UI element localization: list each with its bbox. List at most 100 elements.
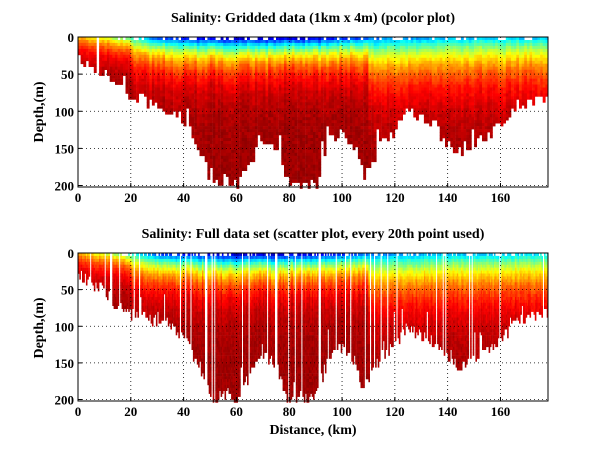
heatmap-cell [431, 60, 435, 65]
heatmap-cell [323, 111, 327, 115]
heatmap-cell [368, 42, 372, 47]
heatmap-cell [236, 117, 240, 121]
heatmap-cell [381, 40, 385, 44]
heatmap-cell [386, 135, 390, 139]
heatmap-cell [297, 179, 301, 183]
heatmap-cell [442, 96, 446, 100]
heatmap-cell [450, 99, 454, 103]
heatmap-cell [289, 126, 293, 130]
heatmap-cell [247, 90, 250, 94]
heatmap-cell [352, 102, 356, 106]
heatmap-cell [363, 45, 367, 50]
heatmap-cell [342, 78, 345, 82]
heatmap-cell [479, 42, 483, 47]
heatmap-cell [363, 105, 367, 109]
heatmap-cell [397, 99, 401, 103]
heatmap-cell [474, 111, 477, 115]
heatmap-cell [416, 93, 419, 97]
heatmap-cell [167, 51, 171, 56]
heatmap-cell [252, 129, 256, 133]
heatmap-cell [323, 146, 327, 151]
heatmap-cell [223, 69, 227, 73]
heatmap-cell [379, 111, 382, 115]
heatmap-cell [466, 120, 469, 124]
heatmap-cell [368, 48, 372, 53]
heatmap-cell [236, 93, 240, 97]
heatmap-cell [342, 37, 345, 41]
heatmap-cell [452, 93, 456, 97]
heatmap-cell [233, 105, 237, 109]
heatmap-cell [162, 60, 166, 65]
heatmap-cell [318, 173, 322, 177]
heatmap-cell [365, 45, 369, 50]
heatmap-cell [371, 105, 374, 109]
heatmap-cell [305, 57, 308, 62]
heatmap-cell [115, 69, 118, 73]
heatmap-cell [286, 117, 290, 121]
heatmap-cell [93, 51, 97, 56]
heatmap-cell [416, 57, 419, 62]
heatmap-cell [220, 114, 224, 118]
heatmap-cell [439, 37, 443, 41]
heatmap-cell [289, 143, 293, 148]
heatmap-cell [104, 51, 108, 56]
heatmap-cell [181, 69, 184, 73]
heatmap-cell [365, 42, 369, 47]
heatmap-cell [170, 37, 174, 41]
heatmap-cell [331, 117, 335, 121]
heatmap-cell [313, 108, 316, 112]
heatmap-cell [252, 63, 256, 67]
heatmap-cell [276, 129, 279, 133]
heatmap-cell [188, 111, 192, 115]
heatmap-cell [429, 87, 433, 91]
heatmap-cell [151, 69, 155, 73]
heatmap-cell [471, 87, 475, 91]
heatmap-cell [175, 51, 179, 56]
heatmap-cell [223, 143, 227, 148]
heatmap-cell [352, 138, 356, 142]
heatmap-cell [363, 173, 367, 177]
heatmap-cell [175, 63, 179, 67]
heatmap-cell [392, 105, 396, 109]
heatmap-cell [194, 132, 198, 136]
heatmap-cell [236, 96, 240, 100]
heatmap-cell [159, 81, 163, 85]
heatmap-cell [416, 60, 419, 65]
heatmap-cell [207, 164, 211, 168]
heatmap-cell [141, 75, 145, 79]
heatmap-cell [125, 75, 129, 79]
heatmap-cell [191, 54, 195, 59]
heatmap-cell [416, 102, 419, 106]
heatmap-cell [265, 138, 269, 142]
heatmap-cell [133, 75, 137, 79]
heatmap-cell [233, 72, 237, 76]
heatmap-cell [455, 48, 459, 53]
heatmap-cell [344, 126, 348, 130]
heatmap-cell [402, 54, 406, 59]
heatmap-cell [410, 51, 414, 56]
heatmap-cell [365, 123, 369, 127]
heatmap-cell [254, 105, 258, 109]
heatmap-cell [302, 54, 306, 59]
heatmap-cell [146, 105, 150, 109]
heatmap-cell [262, 72, 266, 76]
heatmap-cell [286, 108, 290, 112]
heatmap-cell [217, 75, 221, 79]
heatmap-cell [447, 69, 451, 73]
heatmap-cell [318, 149, 322, 154]
heatmap-cell [357, 102, 361, 106]
heatmap-cell [297, 84, 301, 88]
heatmap-cell [183, 75, 187, 79]
heatmap-cell [394, 69, 398, 73]
heatmap-cell [445, 40, 448, 44]
heatmap-cell [357, 132, 361, 136]
heatmap-cell [165, 93, 168, 97]
heatmap-cell [165, 69, 168, 73]
heatmap-cell [447, 87, 451, 91]
heatmap-cell [284, 132, 287, 136]
heatmap-cell [233, 170, 237, 174]
heatmap-cell [233, 167, 237, 171]
heatmap-cell [241, 72, 245, 76]
heatmap-cell [479, 90, 483, 94]
heatmap-cell [307, 126, 311, 130]
